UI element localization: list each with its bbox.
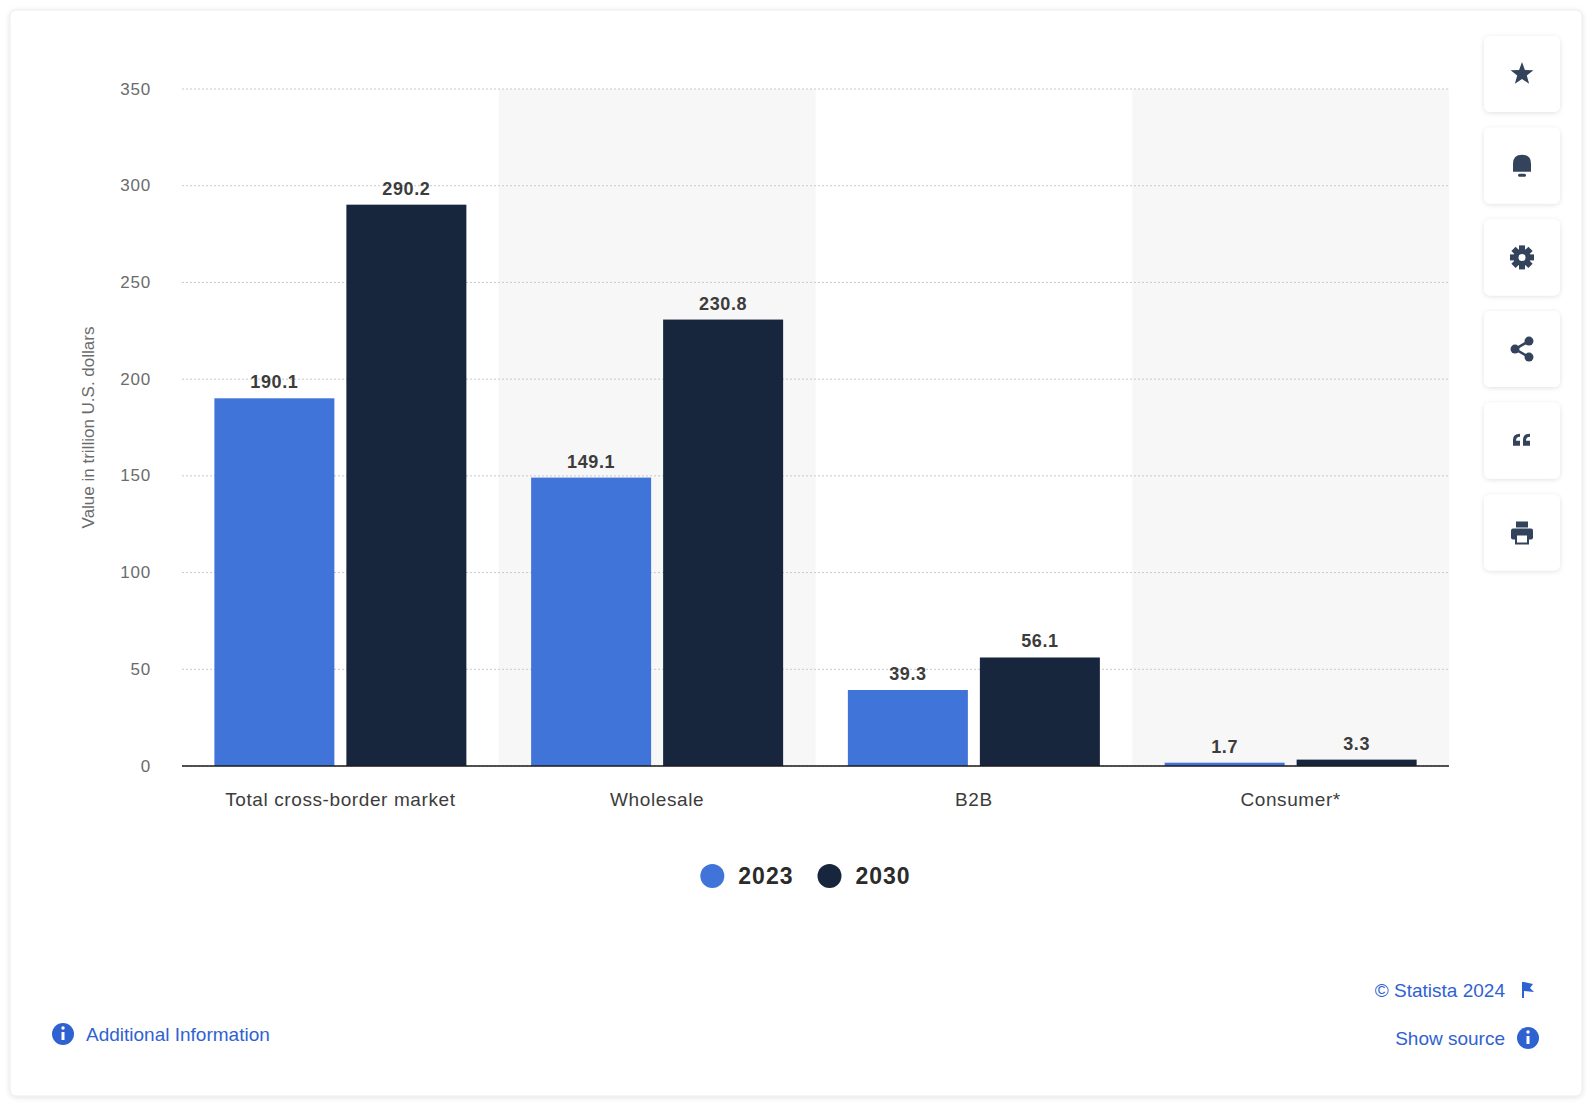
button-bg (1484, 128, 1560, 204)
bar (346, 205, 466, 766)
icon-share-dot (1511, 345, 1520, 354)
button-bg (1484, 311, 1560, 387)
tool-button[interactable] (1484, 495, 1560, 571)
x-tick-label: Consumer* (1240, 789, 1340, 810)
grid-line (182, 766, 1449, 767)
legend-label: 2030 (856, 863, 911, 889)
y-tick-label: 300 (120, 176, 151, 195)
x-tick-label: Wholesale (610, 789, 704, 810)
copyright[interactable]: © Statista 2024 (1375, 980, 1534, 1001)
data-label: 149.1 (567, 452, 615, 472)
icon-gear (1514, 249, 1531, 266)
tool-button[interactable] (1484, 128, 1560, 204)
y-tick-label: 200 (120, 370, 151, 389)
icon-print-top (1516, 522, 1528, 528)
root: 0 50 100 150 200 250 300 350 Value in trillion U… (0, 0, 1592, 1106)
tool-button[interactable] (1484, 311, 1560, 387)
legend-swatch (700, 864, 724, 888)
y-tick-label: 100 (120, 563, 151, 582)
show-source-text[interactable]: Show source (1395, 1028, 1505, 1049)
icon-share-dot (1525, 353, 1534, 362)
category-band (1132, 89, 1449, 766)
show-source[interactable]: Show source (1395, 1027, 1539, 1049)
icon-quote (1513, 434, 1520, 446)
additional-info-text[interactable]: Additional Information (86, 1024, 270, 1045)
card (10, 10, 1582, 1096)
info-icon-dot (1526, 1030, 1529, 1033)
icon-share-dot (1525, 337, 1534, 346)
tool-button[interactable] (1484, 36, 1560, 112)
bar (214, 398, 334, 766)
button-bg (1484, 219, 1560, 295)
data-label: 56.1 (1021, 631, 1058, 651)
info-icon-bar (1527, 1036, 1530, 1044)
icon-star (1511, 62, 1534, 84)
grid-line (182, 185, 1449, 186)
y-tick-label: 250 (120, 273, 151, 292)
bar (531, 478, 651, 766)
legend-label: 2023 (738, 863, 793, 889)
info-icon-dot (61, 1026, 64, 1029)
copyright-text[interactable]: © Statista 2024 (1375, 980, 1506, 1001)
x-tick-label: Total cross-border market (225, 789, 456, 810)
y-tick-label: 350 (120, 80, 151, 99)
data-label: 190.1 (250, 372, 298, 392)
bars (214, 205, 1416, 766)
button-bg (1484, 495, 1560, 571)
grid-line (182, 89, 1449, 90)
bar (980, 657, 1100, 766)
icon-quote (1523, 434, 1530, 446)
flag-icon (1524, 982, 1534, 992)
y-tick-label: 50 (130, 660, 151, 679)
y-tick-label: 0 (141, 757, 151, 776)
tool-button[interactable] (1484, 403, 1560, 479)
bar (1297, 760, 1417, 766)
legend: 2023 2030 (700, 863, 910, 889)
data-labels: 190.1 149.1 39.3 1.7 290.2 230.8 56.1 3.3 (250, 179, 1370, 757)
bar (663, 320, 783, 766)
x-tick-label: B2B (955, 789, 993, 810)
data-label: 230.8 (699, 294, 747, 314)
icon-gear-hole (1519, 254, 1526, 261)
icon-bell (1513, 155, 1531, 172)
button-bg (1484, 36, 1560, 112)
data-label: 1.7 (1211, 737, 1238, 757)
data-label: 39.3 (889, 664, 926, 684)
data-label: 3.3 (1343, 734, 1370, 754)
chart: 0 50 100 150 200 250 300 350 Value in trillion U… (0, 0, 1592, 1106)
flag-pole (1522, 982, 1524, 998)
y-axis-label: Value in trillion U.S. dollars (79, 327, 98, 529)
bar (848, 690, 968, 766)
info-icon (1517, 1027, 1539, 1049)
button-bg (1484, 403, 1560, 479)
info-icon (52, 1023, 74, 1045)
y-tick-label: 150 (120, 466, 151, 485)
x-axis-line (182, 765, 1449, 767)
info-icon-bar (62, 1032, 65, 1040)
icon-print-paper (1516, 535, 1528, 544)
legend-swatch (818, 864, 842, 888)
icon-bell-clapper (1518, 174, 1526, 177)
tool-button[interactable] (1484, 219, 1560, 295)
data-label: 290.2 (382, 179, 430, 199)
additional-info[interactable]: Additional Information (52, 1023, 270, 1045)
category-band (499, 89, 816, 766)
